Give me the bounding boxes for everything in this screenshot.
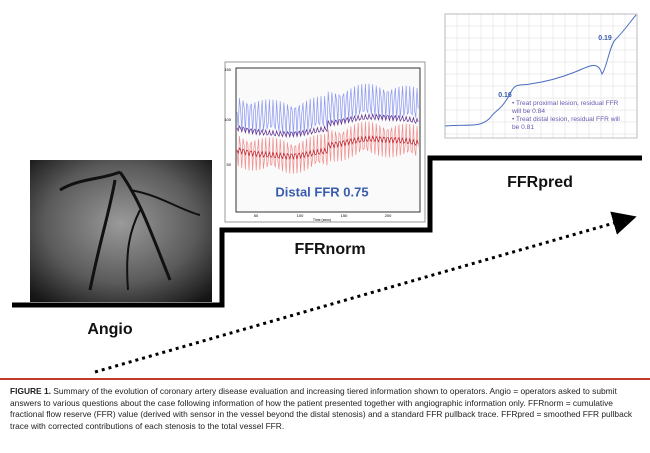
angio-image	[30, 160, 212, 302]
tick: 100	[297, 213, 304, 218]
tick: 150	[341, 213, 348, 218]
annotation: 0.16	[498, 92, 512, 99]
note: • Treat proximal lesion, residual FFR wi…	[512, 100, 619, 115]
trace	[236, 83, 419, 136]
staircase	[12, 155, 642, 308]
note: • Treat distal lesion, residual FFR will…	[512, 116, 620, 131]
rule	[0, 378, 650, 380]
figure-art: Distal FFR 0.75 150 100 50 50 100 150 20…	[0, 8, 650, 380]
panel-label: Angio	[87, 321, 133, 338]
tick: 50	[254, 213, 259, 218]
tick: 100	[224, 117, 231, 122]
notes: • Treat proximal lesion, residual FFR wi…	[512, 100, 620, 131]
axis-label: Time (secs)	[313, 218, 331, 222]
panel-label: FFRpred	[507, 174, 573, 191]
ffrpred-plot	[444, 13, 638, 139]
ffrpred-chart	[432, 8, 640, 150]
trace	[236, 113, 419, 139]
annotation: Distal FFR 0.75	[275, 184, 368, 199]
pullback-trace	[444, 14, 637, 127]
tick: 200	[385, 213, 392, 218]
trace	[236, 135, 419, 161]
tick: 150	[224, 67, 231, 72]
vessels	[59, 170, 201, 291]
caption: FIGURE 1. Summary of the evolution of co…	[10, 386, 633, 431]
annotation: 0.19	[598, 35, 612, 42]
progress-arrow	[94, 211, 637, 374]
tick: 50	[227, 162, 232, 167]
panel-label: FFRnorm	[294, 241, 365, 258]
